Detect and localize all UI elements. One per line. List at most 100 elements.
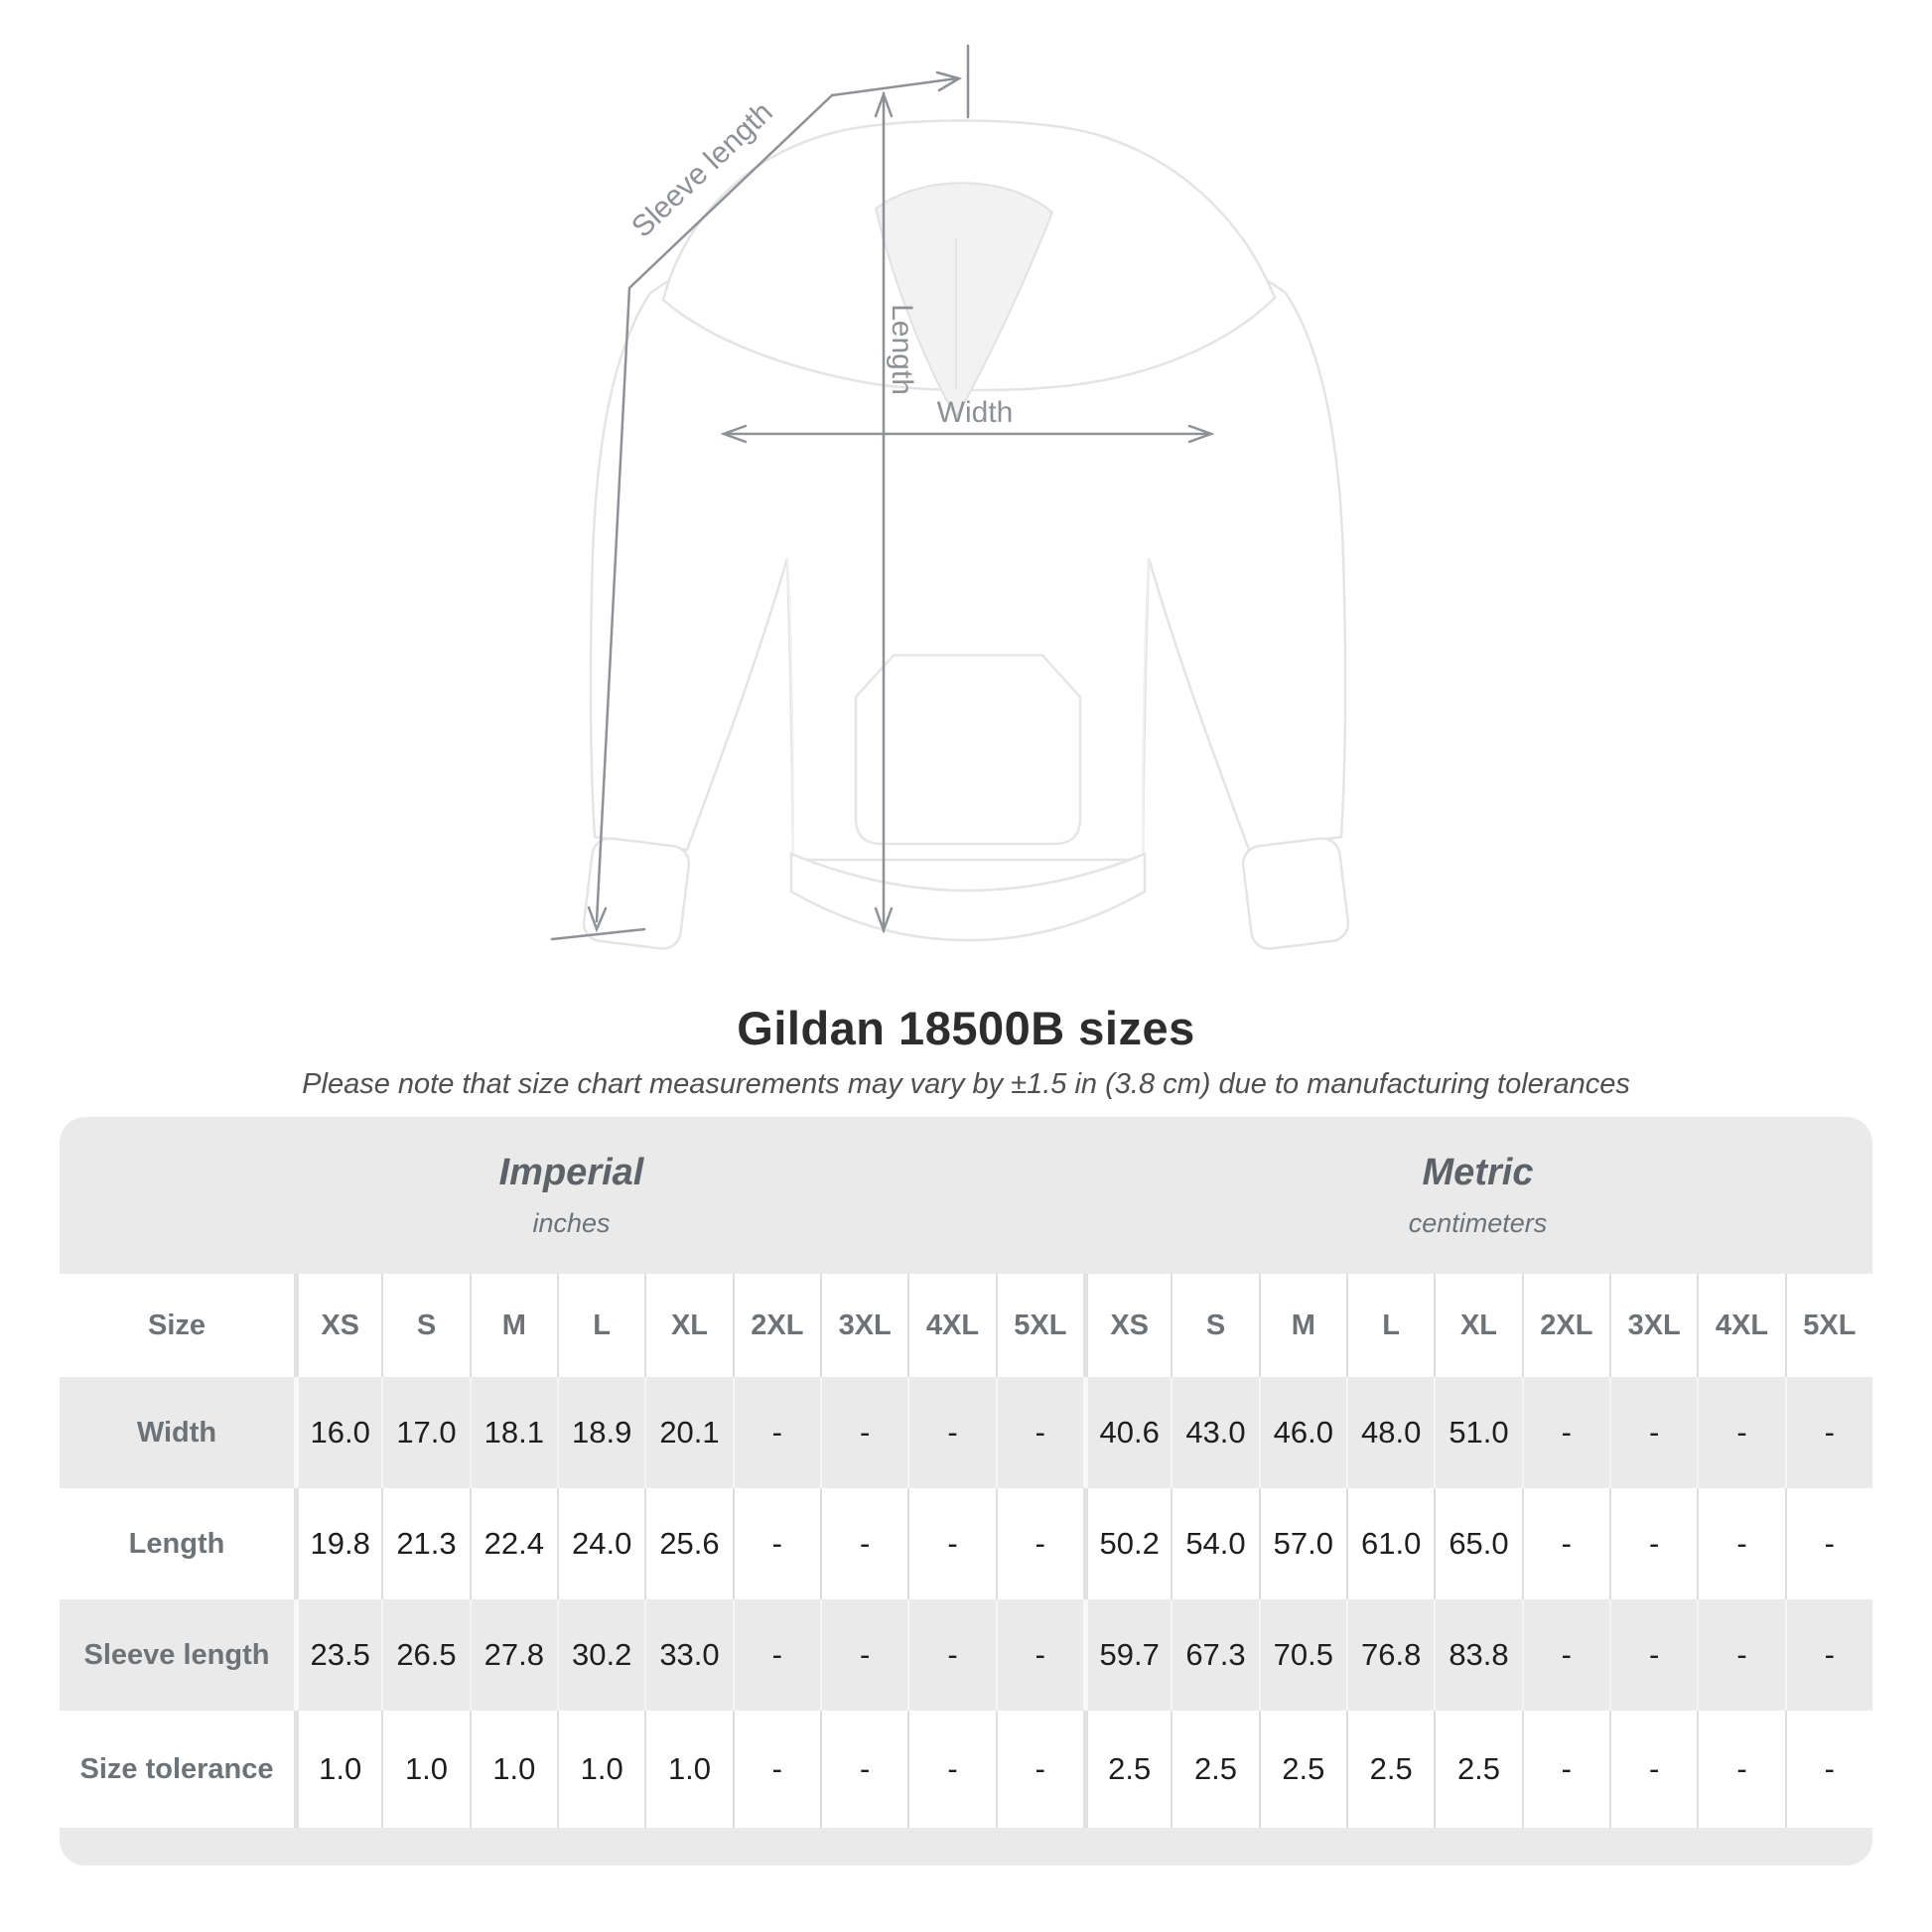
length-arrowhead-top	[874, 90, 894, 118]
cell-length-imperial-s: 21.3	[381, 1488, 470, 1599]
metric-label: Metric	[1422, 1152, 1534, 1193]
cell-sleeve-length-metric-xs: 59.7	[1083, 1599, 1172, 1711]
sleeve-arrowhead-down	[587, 905, 608, 933]
length-arrowhead-bottom	[874, 906, 894, 934]
cell-width-imperial-s: 17.0	[381, 1377, 470, 1488]
cell-length-imperial-xs: 19.8	[294, 1488, 382, 1599]
row-label-sleeve-length: Sleeve length	[60, 1599, 294, 1711]
cell-width-imperial-xl: 20.1	[644, 1377, 733, 1488]
imperial-label: Imperial	[498, 1152, 644, 1193]
size-chart-table: Imperial inches Metric centimeters Size X…	[60, 1117, 1872, 1865]
cell-width-imperial-4xl: -	[907, 1377, 996, 1488]
hoodie-body	[589, 234, 1347, 862]
cell-length-imperial-5xl: -	[995, 1488, 1083, 1599]
left-body-seam	[786, 557, 794, 861]
cell-length-imperial-m: 22.4	[469, 1488, 557, 1599]
cell-sleeve-length-imperial-4xl: -	[907, 1599, 996, 1711]
row-label-length: Length	[60, 1488, 294, 1599]
cell-length-metric-xl: 65.0	[1434, 1488, 1522, 1599]
left-cuff	[582, 837, 691, 950]
column-header-metric-2xl: 2XL	[1521, 1274, 1609, 1377]
column-header-imperial-s: S	[381, 1274, 470, 1377]
cell-length-imperial-l: 24.0	[557, 1488, 645, 1599]
cell-width-imperial-l: 18.9	[557, 1377, 645, 1488]
units-header-band: Imperial inches Metric centimeters	[60, 1117, 1872, 1274]
cell-width-imperial-2xl: -	[732, 1377, 820, 1488]
cell-size-tolerance-imperial-m: 1.0	[469, 1711, 557, 1828]
cell-size-tolerance-imperial-s: 1.0	[381, 1711, 470, 1828]
cell-length-metric-xs: 50.2	[1083, 1488, 1172, 1599]
column-header-imperial-2xl: 2XL	[732, 1274, 820, 1377]
cell-size-tolerance-imperial-2xl: -	[732, 1711, 820, 1828]
cell-width-imperial-xs: 16.0	[294, 1377, 382, 1488]
cell-sleeve-length-imperial-xs: 23.5	[294, 1599, 382, 1711]
cell-sleeve-length-imperial-3xl: -	[820, 1599, 908, 1711]
right-body-seam	[1142, 557, 1150, 861]
column-header-imperial-m: M	[469, 1274, 557, 1377]
imperial-section-header: Imperial inches	[60, 1117, 1083, 1274]
column-header-imperial-l: L	[557, 1274, 645, 1377]
cell-width-metric-2xl: -	[1521, 1377, 1609, 1488]
cell-length-imperial-4xl: -	[907, 1488, 996, 1599]
cell-sleeve-length-imperial-l: 30.2	[557, 1599, 645, 1711]
width-arrowhead-left	[720, 424, 748, 444]
cell-width-metric-3xl: -	[1609, 1377, 1698, 1488]
kangaroo-pocket	[854, 653, 1082, 846]
cell-length-metric-4xl: -	[1697, 1488, 1785, 1599]
column-header-metric-3xl: 3XL	[1609, 1274, 1698, 1377]
width-arrowhead-right	[1187, 424, 1215, 444]
cell-sleeve-length-metric-3xl: -	[1609, 1599, 1698, 1711]
cell-size-tolerance-metric-xl: 2.5	[1434, 1711, 1522, 1828]
cell-sleeve-length-metric-2xl: -	[1521, 1599, 1609, 1711]
cell-length-metric-m: 57.0	[1258, 1488, 1346, 1599]
cell-width-metric-5xl: -	[1784, 1377, 1872, 1488]
cell-size-tolerance-imperial-3xl: -	[820, 1711, 908, 1828]
column-header-metric-5xl: 5XL	[1784, 1274, 1872, 1377]
column-header-imperial-xs: XS	[294, 1274, 382, 1377]
cell-length-imperial-2xl: -	[732, 1488, 820, 1599]
cell-size-tolerance-metric-4xl: -	[1697, 1711, 1785, 1828]
measurement-lines	[550, 44, 1215, 941]
cell-sleeve-length-metric-l: 76.8	[1346, 1599, 1435, 1711]
cell-length-metric-3xl: -	[1609, 1488, 1698, 1599]
cell-width-metric-xs: 40.6	[1083, 1377, 1172, 1488]
cell-sleeve-length-metric-5xl: -	[1784, 1599, 1872, 1711]
cell-sleeve-length-metric-s: 67.3	[1171, 1599, 1259, 1711]
hoodie-diagram-svg: Sleeve length Length Width	[550, 44, 1350, 950]
row-label-size-tolerance: Size tolerance	[60, 1711, 294, 1828]
column-header-metric-s: S	[1171, 1274, 1259, 1377]
cell-size-tolerance-metric-s: 2.5	[1171, 1711, 1259, 1828]
cell-length-imperial-xl: 25.6	[644, 1488, 733, 1599]
cell-length-metric-5xl: -	[1784, 1488, 1872, 1599]
hoodie-illustration	[582, 119, 1350, 950]
column-header-imperial-xl: XL	[644, 1274, 733, 1377]
column-header-size: Size	[60, 1274, 294, 1377]
cuff-tick	[550, 927, 646, 941]
cell-width-metric-s: 43.0	[1171, 1377, 1259, 1488]
cell-width-imperial-3xl: -	[820, 1377, 908, 1488]
page-title: Gildan 18500B sizes	[737, 1002, 1195, 1054]
cell-sleeve-length-imperial-s: 26.5	[381, 1599, 470, 1711]
cell-width-imperial-5xl: -	[995, 1377, 1083, 1488]
column-header-metric-m: M	[1258, 1274, 1346, 1377]
metric-section-header: Metric centimeters	[1083, 1117, 1872, 1274]
column-header-imperial-5xl: 5XL	[995, 1274, 1083, 1377]
hood-opening	[874, 182, 1054, 419]
size-grid: Size XS S M L XL 2XL 3XL 4XL 5XL XS S M L XL 2XL 3XL 4XL 5…	[60, 1274, 1872, 1828]
right-cuff	[1241, 837, 1350, 950]
cell-length-metric-l: 61.0	[1346, 1488, 1435, 1599]
cell-size-tolerance-metric-2xl: -	[1521, 1711, 1609, 1828]
cell-width-metric-xl: 51.0	[1434, 1377, 1522, 1488]
imperial-unit-label: inches	[532, 1208, 611, 1238]
cell-width-imperial-m: 18.1	[469, 1377, 557, 1488]
width-label: Width	[937, 396, 1014, 429]
hem-band	[789, 852, 1147, 942]
cell-sleeve-length-metric-m: 70.5	[1258, 1599, 1346, 1711]
cell-width-metric-m: 46.0	[1258, 1377, 1346, 1488]
sleeve-arrowhead-right	[935, 70, 963, 92]
sleeve-line-diagonal	[595, 93, 834, 923]
row-label-width: Width	[60, 1377, 294, 1488]
cell-sleeve-length-imperial-m: 27.8	[469, 1599, 557, 1711]
cell-size-tolerance-imperial-5xl: -	[995, 1711, 1083, 1828]
hoodie-measurement-diagram: Sleeve length Length Width	[550, 44, 1350, 950]
